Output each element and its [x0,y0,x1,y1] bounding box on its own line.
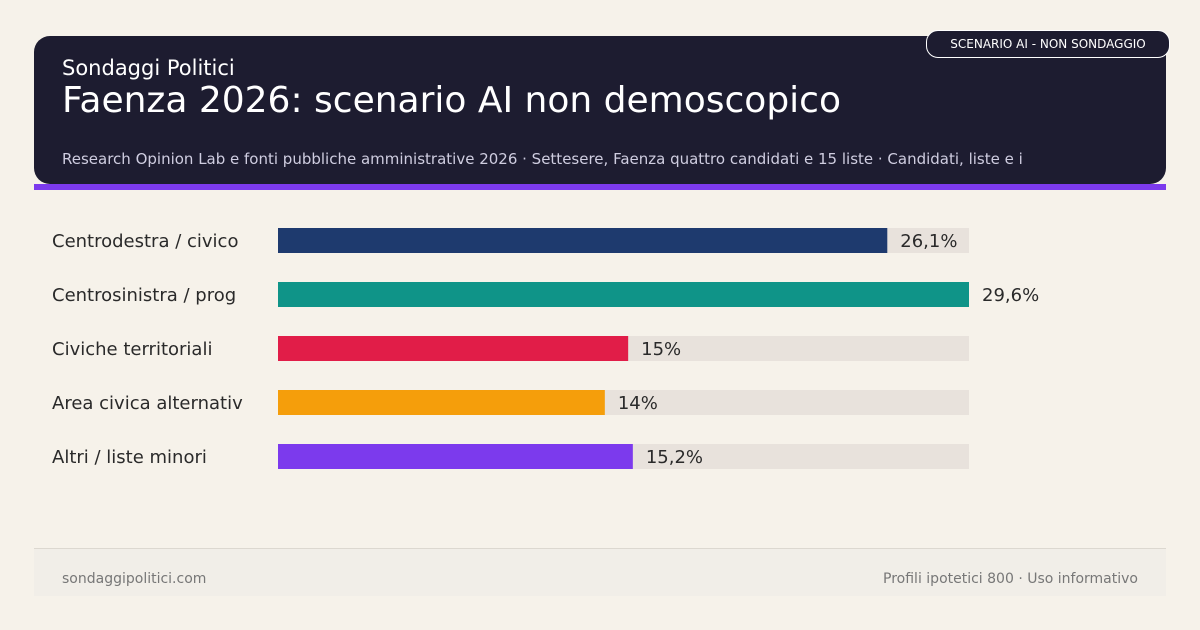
bar-3 [278,336,629,361]
bar-4 [278,390,605,415]
footer-note: Profili ipotetici 800 · Uso informativo [883,571,1138,587]
footer: sondaggipolitici.com Profili ipotetici 8… [34,548,1166,596]
footer-site: sondaggipolitici.com [62,571,207,587]
bar-5 [278,444,633,469]
value-label: 14% [618,393,658,414]
category-label: Area civica alternativ [52,393,243,414]
category-label: Civiche territoriali [52,339,212,360]
bar-1 [278,228,888,253]
bar-2 [278,282,969,307]
value-label: 15,2% [646,447,703,468]
category-label: Altri / liste minori [52,447,207,468]
value-label: 29,6% [982,285,1039,306]
value-label: 15% [641,339,681,360]
page-title: Faenza 2026: scenario AI non demoscopico [62,80,841,121]
page-subtitle: Research Opinion Lab e fonti pubbliche a… [62,150,1023,168]
category-label: Centrodestra / civico [52,231,238,252]
scenario-badge: SCENARIO AI - NON SONDAGGIO [926,30,1170,58]
category-label: Centrosinistra / prog [52,285,236,306]
accent-bar [34,184,1166,190]
bar-chart: Centrodestra / civico 26,1% Centrosinistra… [52,228,1039,469]
header-panel: Sondaggi Politici Faenza 2026: scenario … [34,36,1166,184]
brand-name: Sondaggi Politici [62,56,235,80]
value-label: 26,1% [900,231,957,252]
